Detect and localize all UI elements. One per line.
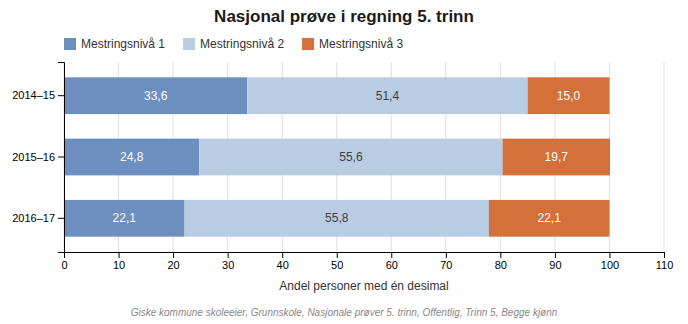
title: Nasjonal prøve i regning 5. trinn xyxy=(214,7,474,26)
x-tick-mark xyxy=(391,252,392,258)
data-labels: 33,6 24,8 22,1 51,4 55,6 55,8 15,0 19,7 22,1 xyxy=(113,89,581,226)
x-tick-label: 90 xyxy=(549,259,561,271)
x-tick: 100 xyxy=(601,252,619,271)
chart-svg: Nasjonal prøve i regning 5. trinn 33,6 24,… xyxy=(0,0,688,324)
x-tick: 40 xyxy=(277,252,289,271)
grid-line xyxy=(664,62,665,252)
x-tick-mark xyxy=(119,252,120,258)
y-tick-label: 2015–16 xyxy=(12,151,55,163)
x-tick-label: 30 xyxy=(222,259,234,271)
legend-label: Mestringsnivå 2 xyxy=(200,37,284,51)
y-tick-mark xyxy=(58,95,64,96)
x-tick: 0 xyxy=(61,252,67,271)
x-tick-label: 60 xyxy=(386,259,398,271)
bar xyxy=(199,139,502,176)
chart-container: Nasjonal prøve i regning 5. trinn 33,6 24,… xyxy=(0,0,688,324)
x-tick: 90 xyxy=(549,252,561,271)
legend-item: Mestringsnivå 1 xyxy=(64,37,165,51)
x-tick: 60 xyxy=(386,252,398,271)
x-tick: 20 xyxy=(167,252,179,271)
y-tick-label: 2016–17 xyxy=(12,212,55,224)
x-tick-label: 50 xyxy=(331,259,343,271)
x-tick-label: 40 xyxy=(277,259,289,271)
x-tick-label: 100 xyxy=(601,259,619,271)
y-tick-mark xyxy=(58,218,64,219)
x-tick-label: 10 xyxy=(113,259,125,271)
legend: Mestringsnivå 1 Mestringsnivå 2 Mestringsn… xyxy=(64,37,403,51)
data-label: 22,1 xyxy=(113,211,137,225)
bar xyxy=(247,77,527,114)
data-label: 51,4 xyxy=(376,89,400,103)
bar xyxy=(64,200,185,237)
x-tick-label: 70 xyxy=(440,259,452,271)
x-tick-label: 0 xyxy=(61,259,67,271)
x-tick: 30 xyxy=(222,252,234,271)
bar-series xyxy=(489,77,610,236)
legend-swatch xyxy=(302,38,314,50)
x-tick-mark xyxy=(282,252,283,258)
data-label: 33,6 xyxy=(144,89,168,103)
data-label: 19,7 xyxy=(545,150,569,164)
x-tick-label: 20 xyxy=(167,259,179,271)
legend-swatch xyxy=(183,38,195,50)
y-tick: 2014–15 xyxy=(12,89,64,101)
x-tick: 80 xyxy=(495,252,507,271)
x-axis-line xyxy=(65,253,665,259)
x-tick-mark xyxy=(337,252,338,258)
x-tick: 10 xyxy=(113,252,125,271)
x-tick-mark xyxy=(173,252,174,258)
legend-item: Mestringsnivå 3 xyxy=(302,37,403,51)
x-tick-mark xyxy=(500,252,501,258)
bar xyxy=(64,77,247,114)
data-label: 15,0 xyxy=(557,89,581,103)
x-tick-mark xyxy=(228,252,229,258)
y-tick: 2016–17 xyxy=(12,212,64,224)
footnote: Giske kommune skoleeier, Grunnskole, Nas… xyxy=(131,307,558,318)
grid xyxy=(64,62,664,252)
x-axis: 0 10 20 30 40 50 60 70 80 90 100 110 xyxy=(61,252,673,271)
y-tick-mark xyxy=(58,157,64,158)
x-tick-mark xyxy=(555,252,556,258)
data-label: 24,8 xyxy=(120,150,144,164)
x-tick: 50 xyxy=(331,252,343,271)
data-label: 55,8 xyxy=(325,211,349,225)
x-tick-label: 110 xyxy=(656,259,674,271)
legend-item: Mestringsnivå 2 xyxy=(183,37,284,51)
y-tick: 2015–16 xyxy=(12,151,64,163)
legend-label: Mestringsnivå 1 xyxy=(81,37,165,51)
x-tick-mark xyxy=(446,252,447,258)
x-tick-mark xyxy=(609,252,610,258)
legend-label: Mestringsnivå 3 xyxy=(319,37,403,51)
bars xyxy=(64,77,610,236)
bar xyxy=(185,200,489,237)
data-label: 55,6 xyxy=(339,150,363,164)
x-tick-label: 80 xyxy=(495,259,507,271)
y-axis: 2014–15 2015–16 2016–17 xyxy=(12,63,64,253)
data-label: 22,1 xyxy=(538,211,562,225)
x-tick: 110 xyxy=(656,252,674,271)
y-axis-line xyxy=(58,63,65,253)
legend-swatch xyxy=(64,38,76,50)
x-tick-mark xyxy=(664,252,665,258)
x-tick: 70 xyxy=(440,252,452,271)
y-tick-label: 2014–15 xyxy=(12,89,55,101)
x-axis-title: Andel personer med én desimal xyxy=(279,279,448,293)
bar-series xyxy=(185,77,528,236)
bar xyxy=(528,77,610,114)
bar xyxy=(503,139,610,176)
bar xyxy=(489,200,610,237)
bar xyxy=(64,139,199,176)
